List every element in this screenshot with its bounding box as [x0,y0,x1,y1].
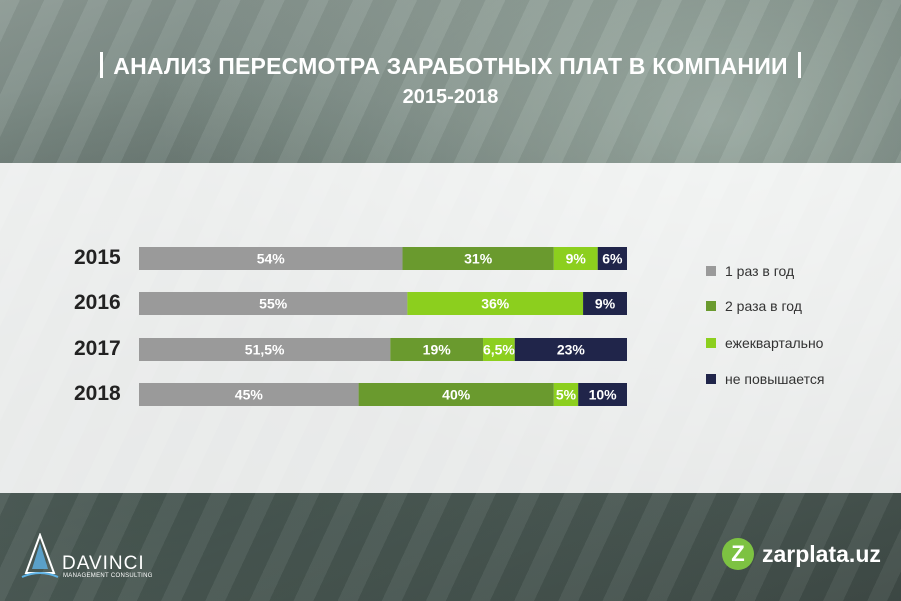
year-label: 2018 [74,382,121,405]
bar-segment [139,338,391,361]
davinci-logo: DAVINCI MANAGEMENT CONSULTING [18,532,152,588]
legend-item: 1 раз в год [706,263,794,279]
bar-segment [597,247,627,270]
data-label: 6,5% [483,342,515,358]
davinci-subtitle: MANAGEMENT CONSULTING [63,573,153,579]
bar-segment [483,338,515,361]
legend-swatch [706,374,716,384]
bar-segment [402,247,554,270]
bar-segment [553,383,579,406]
data-label: 31% [464,251,493,267]
legend-label: 1 раз в год [725,263,795,279]
legend-swatch [706,338,716,348]
data-label: 9% [595,296,616,312]
davinci-sail-icon [21,532,59,578]
bar-segment [139,292,408,315]
legend-swatch [706,301,716,311]
title-pipe-left [100,52,104,78]
data-label: 6% [602,251,623,267]
data-label: 54% [257,251,286,267]
z-icon: Z [722,538,754,570]
zarplata-logo: Z zarplata.uz [722,538,881,570]
bar-segment [139,247,403,270]
chart-panel [0,163,901,493]
davinci-name: DAVINCI [62,553,145,574]
bar-segment [390,338,484,361]
bar-segment [407,292,584,315]
bar-segment [583,292,627,315]
legend-label: 2 раза в год [725,298,802,314]
bar-segment [578,383,627,406]
legend-item: 2 раза в год [706,298,802,314]
data-label: 40% [442,387,471,403]
bar-segment [358,383,554,406]
data-label: 45% [235,387,264,403]
data-label: 5% [556,387,577,403]
year-label: 2016 [74,291,121,314]
bar-segment [514,338,627,361]
data-label: 9% [566,251,587,267]
data-label: 19% [423,342,452,358]
legend-item: ежеквартально [706,335,823,351]
year-label: 2017 [74,337,121,360]
data-label: 51,5% [245,342,285,358]
chart-title: АНАЛИЗ ПЕРЕСМОТРА ЗАРАБОТНЫХ ПЛАТ В КОМП… [113,53,788,79]
data-label: 10% [589,387,618,403]
data-label: 36% [481,296,510,312]
bar-segment [553,247,598,270]
bar-segment [139,383,359,406]
legend-label: ежеквартально [725,335,824,351]
year-label: 2015 [74,246,121,269]
data-label: 55% [259,296,288,312]
chart-subtitle: 2015-2018 [402,86,499,108]
legend-label: не повышается [725,371,825,387]
chart-title-block: АНАЛИЗ ПЕРЕСМОТРА ЗАРАБОТНЫХ ПЛАТ В КОМП… [0,52,901,109]
legend-item: не повышается [706,371,824,387]
data-label: 23% [557,342,586,358]
title-pipe-right [797,52,801,78]
legend-swatch [706,266,716,276]
zarplata-text: zarplata.uz [762,540,881,567]
